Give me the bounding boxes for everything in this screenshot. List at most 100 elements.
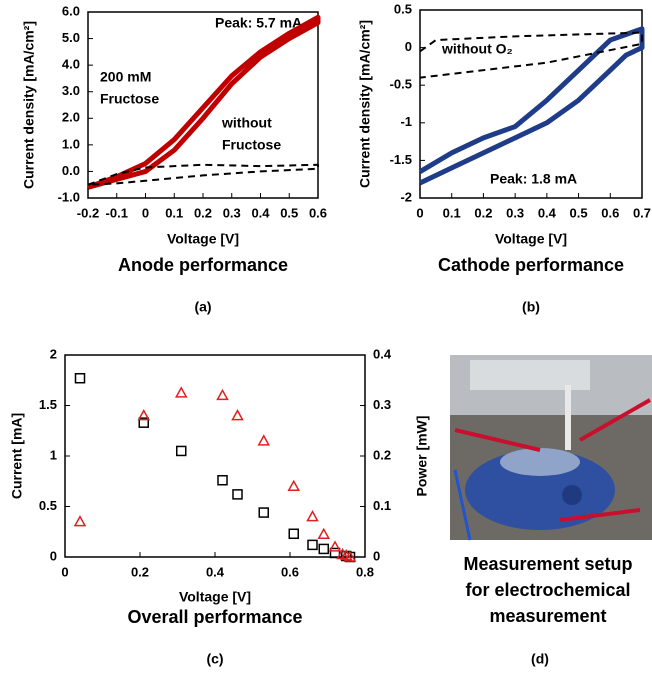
- point: [73, 515, 87, 527]
- series-line: [87, 14, 321, 190]
- y-tick-label: 1.5: [39, 397, 57, 412]
- y-tick-label: 1.0: [62, 136, 80, 151]
- x-tick-label: 0.2: [131, 564, 149, 579]
- y-tick-label: -2: [400, 189, 412, 204]
- annotation: 200 mM: [100, 69, 151, 85]
- x-tick-label: 0.6: [309, 205, 327, 220]
- x-axis-label: Voltage [V]: [179, 589, 251, 605]
- y-tick-label: 3.0: [62, 83, 80, 98]
- photo-wire: [454, 428, 541, 452]
- point: [258, 507, 269, 518]
- point: [74, 372, 86, 384]
- plot-frame: [64, 354, 366, 558]
- x-tick-label: 0: [142, 205, 149, 220]
- point: [138, 417, 149, 428]
- x-tick-label: 0.6: [281, 564, 299, 579]
- y-tick-label: -1: [400, 114, 412, 129]
- photo-electrode: [565, 385, 571, 450]
- point: [317, 527, 331, 540]
- y-tick-label: -0.5: [390, 77, 412, 92]
- point: [318, 543, 329, 555]
- photo-caption: Measurement setup: [463, 554, 632, 574]
- photo: Measurement setup for electrochemical me…: [450, 355, 652, 667]
- y2-tick-label: 0: [373, 548, 380, 563]
- x-tick-label: 0.3: [506, 205, 524, 220]
- point: [232, 489, 243, 500]
- y2-tick-label: 0.3: [373, 397, 391, 412]
- x-tick-label: -0.2: [77, 205, 99, 220]
- point: [217, 474, 228, 486]
- y2-tick-label: 0.4: [373, 346, 392, 361]
- plot-frame: [419, 9, 643, 199]
- annotation: Peak: 5.7 mA: [215, 15, 302, 31]
- panel-label: (a): [194, 299, 211, 315]
- x-tick-label: 0.2: [474, 205, 492, 220]
- y-tick-label: 2: [50, 346, 57, 361]
- x-tick-label: 0: [61, 564, 68, 579]
- x-tick-label: 0.3: [223, 205, 241, 220]
- x-tick-label: 0: [416, 205, 423, 220]
- chart-title: Overall performance: [127, 607, 302, 627]
- y-tick-label: -1.0: [58, 189, 80, 204]
- annotation: Fructose: [100, 91, 159, 107]
- y-axis-label: Current [mA]: [9, 413, 25, 499]
- x-tick-label: 0.1: [165, 205, 183, 220]
- y-tick-label: 0.0: [62, 163, 80, 178]
- point: [307, 539, 318, 551]
- x-tick-label: 0.2: [194, 205, 212, 220]
- panel-label: (d): [531, 651, 549, 667]
- y2-axis-label: Power [mW]: [414, 416, 430, 497]
- y-tick-label: 4.0: [62, 57, 80, 72]
- y-tick-label: 0.5: [394, 1, 412, 16]
- x-tick-label: 0.7: [633, 205, 651, 220]
- annotation: Fructose: [222, 137, 281, 153]
- series-line: [418, 26, 645, 186]
- point: [231, 409, 244, 421]
- point: [306, 510, 319, 522]
- photo-caption: measurement: [489, 606, 606, 626]
- y-tick-label: 0: [405, 39, 412, 54]
- point: [176, 445, 187, 457]
- x-tick-label: 0.5: [570, 205, 588, 220]
- y2-tick-label: 0.2: [373, 447, 391, 462]
- x-tick-label: 0.4: [251, 205, 270, 220]
- x-tick-label: 0.8: [356, 564, 374, 579]
- x-tick-label: 0.4: [538, 205, 557, 220]
- photo-stirrer: [465, 450, 615, 530]
- panel-label: (b): [522, 299, 540, 315]
- chart-title: Anode performance: [118, 255, 288, 275]
- photo-knob: [562, 485, 582, 505]
- y-tick-label: -1.5: [390, 152, 412, 167]
- series-line: [419, 31, 643, 79]
- point: [257, 434, 271, 446]
- x-tick-label: 0.5: [280, 205, 298, 220]
- point: [328, 540, 342, 552]
- y-tick-label: 5.0: [62, 30, 80, 45]
- photo-wire: [453, 469, 472, 541]
- y-tick-label: 1: [50, 447, 57, 462]
- point: [174, 386, 188, 398]
- x-tick-label: 0.1: [443, 205, 461, 220]
- y2-tick-label: 0.1: [373, 498, 391, 513]
- photo-equipment: [470, 360, 590, 390]
- annotation: Peak: 1.8 mA: [490, 171, 577, 187]
- y-tick-label: 0.5: [39, 498, 57, 513]
- y-tick-label: 2.0: [62, 110, 80, 125]
- panel-label: (c): [206, 651, 223, 667]
- annotation: without O₂: [441, 41, 513, 57]
- photo-wire: [579, 398, 651, 442]
- chart-title: Cathode performance: [438, 255, 624, 275]
- annotation: without: [221, 115, 272, 131]
- point: [287, 479, 301, 492]
- y-tick-label: 0: [50, 548, 57, 563]
- y-axis-label: Current density [mA/cm²]: [21, 21, 37, 189]
- series-line: [87, 163, 319, 186]
- x-tick-label: 0.6: [601, 205, 619, 220]
- point: [343, 550, 357, 562]
- point: [288, 528, 299, 540]
- photo-beaker: [500, 448, 580, 476]
- y-axis-label: Current density [mA/cm²]: [357, 20, 373, 188]
- x-axis-label: Voltage [V]: [495, 231, 567, 247]
